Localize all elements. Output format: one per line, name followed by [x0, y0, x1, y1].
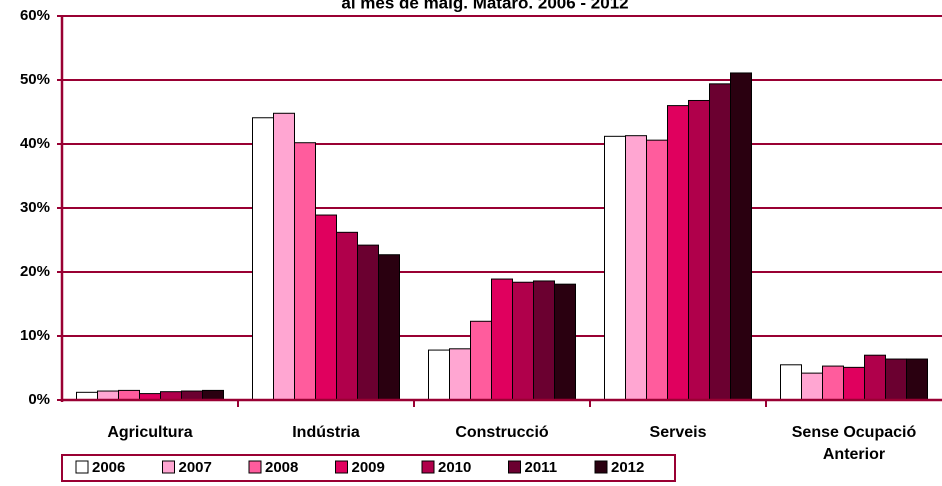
x-tick-label: Serveis	[649, 424, 707, 441]
x-tick-label: Sense Ocupació Anterior	[791, 424, 917, 463]
bar	[273, 112, 295, 401]
bar	[864, 354, 886, 401]
x-tick-label: Agricultura	[107, 424, 193, 441]
y-tick-label: 0%	[28, 391, 50, 408]
bar	[801, 372, 823, 401]
legend-swatch	[335, 460, 348, 474]
bar	[554, 283, 576, 401]
legend-label: 2010	[438, 459, 471, 476]
bar	[843, 366, 865, 401]
bar	[822, 365, 844, 401]
bar	[97, 390, 119, 401]
legend-label: 2011	[525, 459, 558, 476]
legend-swatch	[421, 460, 435, 474]
legend-swatch	[162, 460, 175, 474]
bar	[315, 214, 337, 401]
bar	[491, 278, 513, 401]
bar	[533, 280, 555, 401]
bar	[646, 139, 668, 401]
y-tick-label: 60%	[20, 7, 50, 24]
bar	[118, 389, 140, 401]
legend-label: 2006	[92, 459, 125, 476]
y-tick-label: 30%	[20, 199, 50, 216]
y-tick-label: 20%	[20, 263, 50, 280]
bar	[294, 142, 316, 401]
bar	[906, 358, 928, 401]
bar	[730, 72, 752, 401]
x-tick-label: Indústria	[292, 424, 360, 441]
bar	[336, 231, 358, 401]
y-tick-label: 10%	[20, 327, 50, 344]
bar	[885, 358, 907, 401]
bar	[357, 244, 379, 401]
bar	[378, 254, 400, 401]
bar	[625, 135, 647, 401]
legend-swatch	[508, 460, 521, 474]
bar	[181, 390, 203, 401]
legend-label: 2008	[265, 459, 298, 476]
legend-label: 2012	[611, 459, 644, 476]
y-tick-label: 40%	[20, 135, 50, 152]
legend-swatch	[75, 460, 89, 474]
bar	[667, 105, 689, 401]
bar	[688, 99, 710, 401]
bar	[202, 389, 224, 401]
bar	[604, 135, 626, 401]
x-tick-label: Construcció	[455, 424, 549, 441]
bar	[470, 320, 492, 401]
legend-swatch	[248, 460, 262, 474]
bar	[780, 364, 802, 401]
bar	[512, 281, 534, 401]
bar	[428, 349, 450, 401]
legend-label: 2009	[352, 459, 385, 476]
bar	[252, 117, 274, 401]
chart-title: al mes de maig. Mataró. 2006 - 2012	[341, 0, 628, 12]
legend-box	[61, 454, 676, 482]
y-tick-label: 50%	[20, 71, 50, 88]
legend-swatch	[594, 460, 608, 474]
legend-label: 2007	[179, 459, 212, 476]
bar	[709, 83, 731, 401]
bar	[449, 348, 471, 401]
